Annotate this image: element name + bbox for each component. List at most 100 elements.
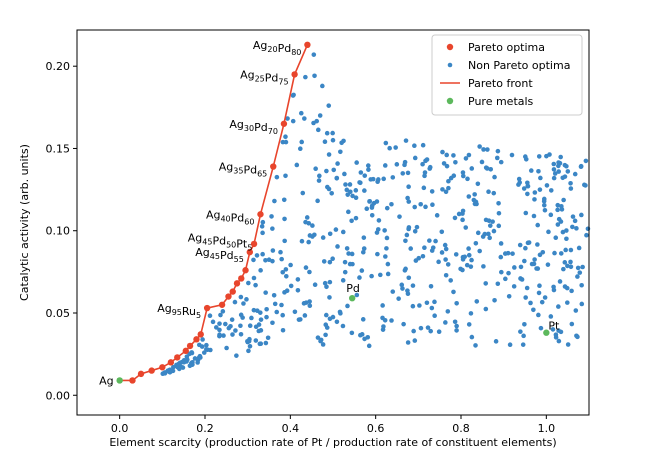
- non-pareto-point: [301, 301, 307, 306]
- composition-subscript: 45: [202, 237, 212, 246]
- non-pareto-point: [456, 211, 462, 217]
- non-pareto-point: [400, 171, 406, 176]
- non-pareto-point: [390, 175, 396, 180]
- non-pareto-point: [564, 236, 569, 242]
- non-pareto-point: [548, 188, 554, 193]
- non-pareto-point: [460, 217, 465, 223]
- non-pareto-point: [295, 287, 301, 293]
- non-pareto-point: [445, 262, 451, 267]
- pareto-point: [203, 304, 211, 312]
- non-pareto-point: [238, 323, 243, 329]
- non-pareto-point: [357, 275, 362, 280]
- non-pareto-point: [324, 284, 329, 290]
- non-pareto-point: [460, 170, 466, 175]
- non-pareto-point: [560, 229, 566, 235]
- non-pareto-point: [232, 299, 238, 305]
- non-pareto-point: [412, 143, 417, 148]
- non-pareto-point: [487, 223, 493, 228]
- non-pareto-point: [311, 52, 317, 57]
- non-pareto-point: [349, 330, 355, 336]
- non-pareto-point: [281, 197, 287, 203]
- non-pareto-point: [303, 265, 309, 270]
- non-pareto-point: [485, 147, 490, 152]
- non-pareto-point: [389, 201, 394, 207]
- non-pareto-point: [322, 139, 328, 145]
- annotations: Ag20Pd80Ag25Pd75Ag30Pd70Ag35Pd65Ag40Pd60…: [99, 39, 301, 388]
- non-pareto-point: [486, 189, 491, 194]
- non-pareto-point: [317, 173, 322, 179]
- non-pareto-point: [584, 232, 589, 238]
- non-pareto-point: [329, 190, 334, 196]
- non-pareto-point: [465, 176, 470, 182]
- composition-subscript: 5: [247, 243, 252, 252]
- non-pareto-point: [349, 251, 355, 257]
- non-pareto-point: [570, 224, 575, 230]
- pareto-point: [250, 240, 258, 248]
- non-pareto-point: [466, 246, 471, 251]
- non-pareto-point: [221, 333, 226, 338]
- non-pareto-point: [253, 338, 259, 343]
- non-pareto-point: [280, 327, 286, 333]
- non-pareto-point: [344, 187, 350, 193]
- non-pareto-point: [522, 258, 527, 264]
- non-pareto-point: [350, 193, 355, 199]
- non-pareto-point: [443, 257, 448, 262]
- non-pareto-point: [245, 338, 250, 344]
- non-pareto-point: [334, 175, 340, 181]
- non-pareto-point: [364, 206, 370, 212]
- non-pareto-point: [265, 335, 271, 341]
- non-pareto-point: [359, 268, 365, 273]
- non-pareto-point: [486, 231, 491, 237]
- non-pareto-point: [383, 140, 389, 146]
- non-pareto-point: [411, 328, 416, 334]
- non-pareto-point: [443, 189, 449, 195]
- non-pareto-point: [207, 313, 213, 319]
- pareto-point: [137, 370, 145, 378]
- non-pareto-point: [558, 329, 564, 335]
- non-pareto-point: [330, 256, 335, 262]
- non-pareto-point: [290, 118, 296, 124]
- non-pareto-point: [561, 266, 566, 272]
- non-pareto-point: [394, 162, 400, 167]
- non-pareto-point: [410, 303, 416, 309]
- non-pareto-point: [420, 142, 426, 148]
- non-pareto-point: [282, 238, 287, 244]
- x-axis-label: Element scarcity (production rate of Pt …: [109, 436, 556, 449]
- non-pareto-point: [204, 347, 209, 352]
- non-pareto-point: [299, 238, 305, 244]
- non-pareto-point: [557, 279, 563, 284]
- non-pareto-point: [534, 266, 539, 271]
- non-pareto-point: [366, 167, 371, 172]
- non-pareto-point: [557, 160, 563, 166]
- non-pareto-point: [181, 359, 187, 365]
- non-pareto-point: [408, 246, 414, 251]
- non-pareto-point: [246, 348, 251, 354]
- non-pareto-point: [445, 309, 451, 314]
- non-pareto-point: [335, 244, 340, 249]
- non-pareto-point: [385, 271, 391, 277]
- x-axis-ticks: 0.0 0.2 0.4 0.6 0.8 1.0: [111, 415, 555, 435]
- non-pareto-point: [217, 333, 222, 339]
- non-pareto-point: [230, 332, 235, 337]
- non-pareto-point: [544, 183, 550, 188]
- non-pareto-point: [324, 130, 330, 136]
- legend-marker: [446, 97, 454, 105]
- non-pareto-point: [446, 178, 451, 184]
- non-pareto-point: [180, 365, 186, 370]
- non-pareto-point: [234, 353, 239, 358]
- non-pareto-point: [547, 152, 552, 157]
- non-pareto-point: [401, 321, 406, 327]
- non-pareto-point: [315, 335, 321, 340]
- non-pareto-point: [204, 342, 209, 348]
- non-pareto-point: [520, 342, 526, 347]
- non-pareto-point: [479, 159, 485, 165]
- non-pareto-point: [442, 242, 448, 248]
- non-pareto-point: [517, 180, 523, 185]
- non-pareto-point: [429, 248, 435, 253]
- non-pareto-point: [405, 195, 410, 201]
- non-pareto-point: [573, 308, 579, 313]
- non-pareto-point: [382, 228, 387, 233]
- composition-subscript: 65: [257, 170, 267, 179]
- composition-element: Ag: [157, 302, 172, 315]
- non-pareto-point: [565, 263, 570, 269]
